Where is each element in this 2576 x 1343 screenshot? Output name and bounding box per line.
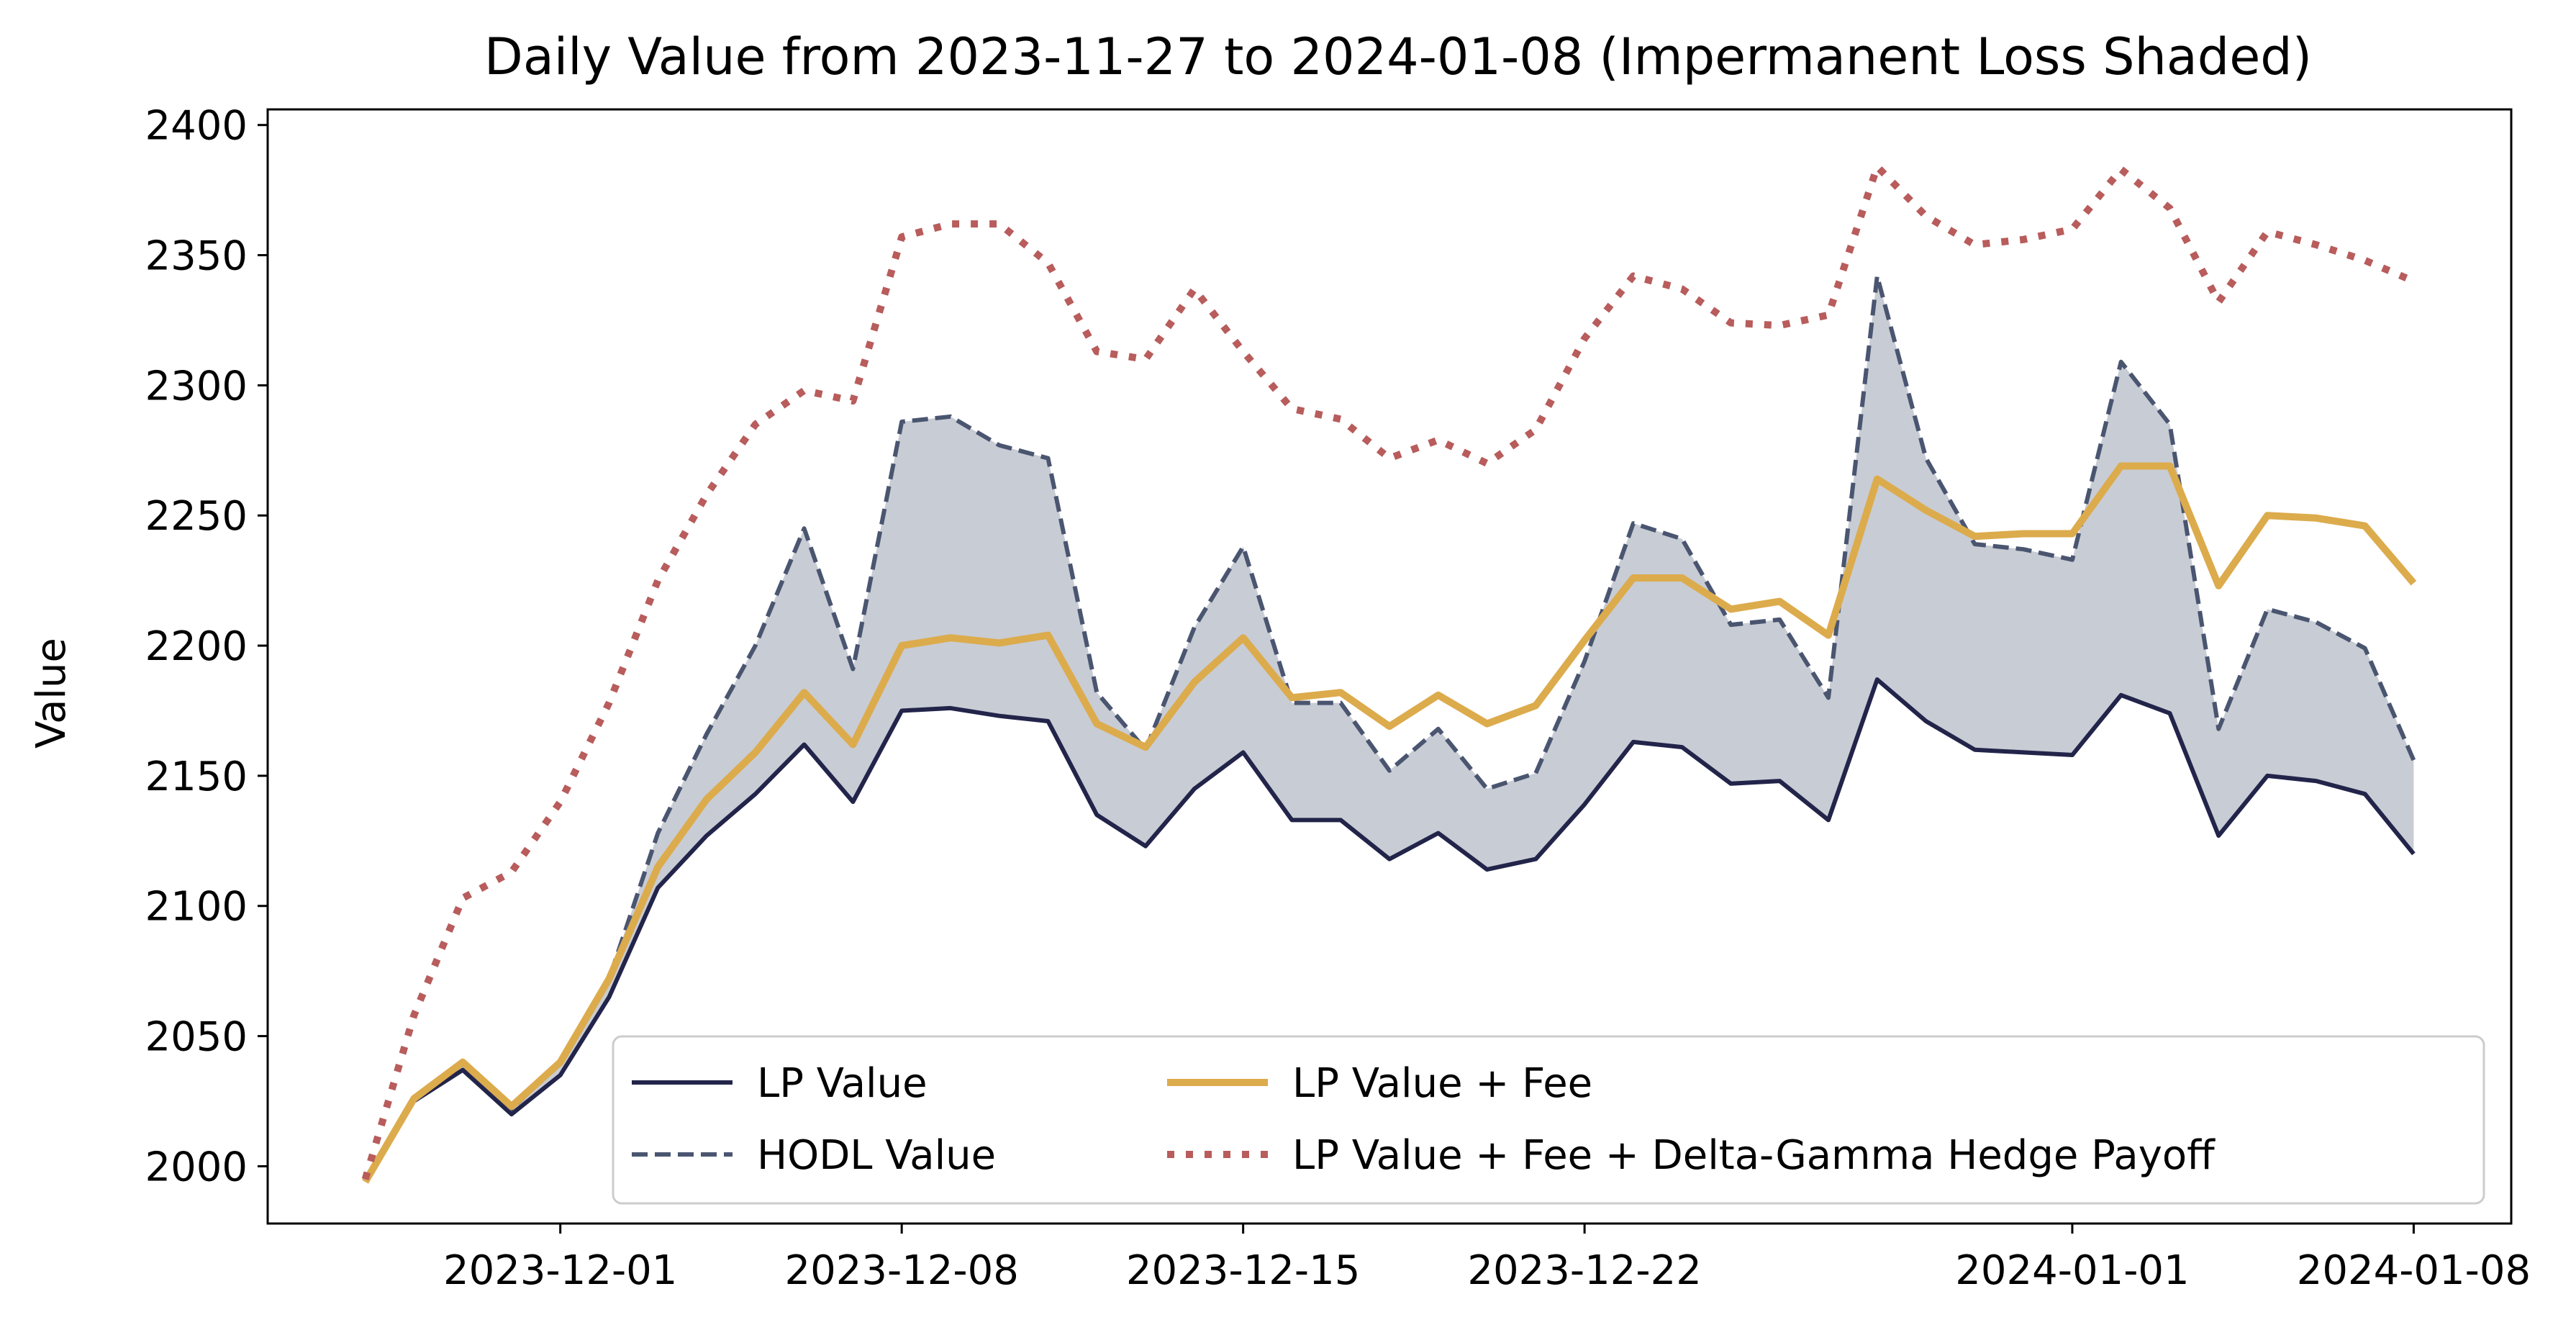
plot-frame — [266, 108, 2513, 1225]
plot-area — [361, 163, 2417, 1184]
y-tick-label: 2250 — [145, 493, 248, 540]
chart-title: Daily Value from 2023-11-27 to 2024-01-0… — [484, 27, 2312, 86]
legend-box — [612, 1035, 2485, 1205]
y-tick-label: 2050 — [145, 1014, 248, 1061]
legend: LP Value HODL Value LP Value + Fee LP Value… — [612, 1035, 2485, 1205]
impermanent-loss-shading — [365, 276, 2414, 1180]
axes: 2000 2050 2100 2150 2200 2250 2300 2350 2400 2023… — [145, 103, 2531, 1294]
x-tick-label: 2023-12-22 — [1467, 1247, 1701, 1294]
y-tick-label: 2350 — [145, 233, 248, 280]
legend-label-1: HODL Value — [757, 1132, 996, 1179]
y-tick-label: 2150 — [145, 754, 248, 800]
series-line-1 — [363, 273, 2416, 1181]
legend-label-3: LP Value + Fee + Delta-Gamma Hedge Payof… — [1292, 1132, 2216, 1179]
y-tick-label: 2200 — [145, 623, 248, 670]
x-tick-label: 2023-12-01 — [443, 1247, 677, 1294]
series-line-2 — [362, 462, 2417, 1184]
legend-label-2: LP Value + Fee — [1292, 1060, 1592, 1107]
series-line-0 — [363, 677, 2416, 1181]
y-tick-label: 2100 — [145, 884, 248, 931]
y-tick-label: 2000 — [145, 1144, 248, 1190]
x-tick-label: 2024-01-01 — [1955, 1247, 2189, 1294]
legend-label-0: LP Value — [757, 1060, 928, 1107]
y-axis-label: Value — [28, 638, 75, 749]
y-tick-label: 2300 — [145, 363, 248, 410]
y-tick-label: 2400 — [145, 103, 248, 150]
x-tick-label: 2024-01-08 — [2297, 1247, 2531, 1294]
x-tick-label: 2023-12-15 — [1126, 1247, 1360, 1294]
x-tick-label: 2023-12-08 — [784, 1247, 1018, 1294]
